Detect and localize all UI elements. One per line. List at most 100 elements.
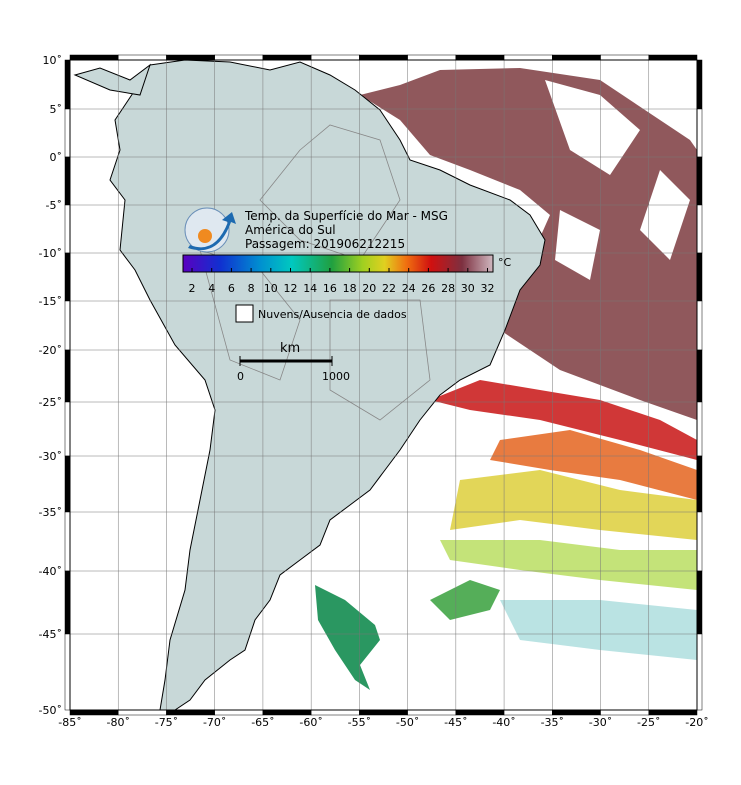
frame-segment xyxy=(696,59,703,110)
lon-label: -60˚ xyxy=(299,716,322,729)
frame-segment xyxy=(503,54,553,61)
frame-segment xyxy=(214,709,264,716)
sst-patches xyxy=(315,68,697,690)
pass: Passagem: 201906212215 xyxy=(245,237,405,251)
lon-label: -55˚ xyxy=(348,716,371,729)
lat-label: -15˚ xyxy=(39,295,62,308)
frame-segment xyxy=(69,54,119,61)
frame-segment xyxy=(600,709,650,716)
lon-label: -25˚ xyxy=(637,716,660,729)
colorbar-tick-label: 26 xyxy=(421,282,435,295)
sst-red xyxy=(430,380,697,460)
frame-segment xyxy=(64,570,71,635)
lat-label: -40˚ xyxy=(39,565,62,578)
frame-segment xyxy=(310,54,360,61)
frame-segment xyxy=(117,54,167,61)
frame-segment xyxy=(503,709,553,716)
legend-swatch xyxy=(235,304,254,323)
title: Temp. da Superfície do Mar - MSG xyxy=(244,209,448,223)
map-border xyxy=(69,59,698,711)
cloud-gap xyxy=(545,80,690,280)
colorbar xyxy=(182,254,494,273)
colorbar-tick-label: 30 xyxy=(461,282,475,295)
frame-segment xyxy=(64,633,71,711)
lon-label: -70˚ xyxy=(203,716,226,729)
lon-label: -20˚ xyxy=(685,716,708,729)
colorbar-ticks: 2 4 6 8 10 12 14 16 18 20 22 24 26 28 30 32 xyxy=(189,268,495,295)
lon-label: -30˚ xyxy=(589,716,612,729)
lat-label: -45˚ xyxy=(39,628,62,641)
frame-segment xyxy=(552,54,601,61)
lat-label: 5˚ xyxy=(50,103,63,116)
colorbar-tick-label: 22 xyxy=(382,282,396,295)
frame-segment xyxy=(600,54,650,61)
sst-orange xyxy=(490,430,697,500)
scalebar: km 0 1000 xyxy=(237,341,350,383)
colorbar-unit: °C xyxy=(498,256,512,269)
frame-segment xyxy=(696,252,703,302)
colorbar-tick-label: 24 xyxy=(402,282,416,295)
frame-segment xyxy=(696,300,703,351)
sst-green xyxy=(315,585,380,690)
lat-label: -5˚ xyxy=(46,199,62,212)
colorbar-tick-label: 28 xyxy=(441,282,455,295)
frame-segment xyxy=(696,108,703,158)
scalebar-end-label: 1000 xyxy=(322,370,350,383)
frame-segment xyxy=(166,54,215,61)
colorbar-tick-label: 12 xyxy=(284,282,298,295)
sst-cyan xyxy=(500,600,697,660)
frame-segment xyxy=(696,511,703,572)
colorbar-tick-label: 16 xyxy=(323,282,337,295)
frame-segment xyxy=(552,709,601,716)
scalebar-start: 0 xyxy=(237,370,244,383)
axis-labels: -85˚ -80˚ -75˚ -70˚ -65˚ -60˚ -55˚ -50˚ -45˚ -40˚… xyxy=(39,54,709,729)
lon-label: -80˚ xyxy=(106,716,129,729)
lat-label: 10˚ xyxy=(43,54,63,67)
frame-segment xyxy=(455,709,505,716)
colorbar-tick-label: 14 xyxy=(303,282,317,295)
frame-segment xyxy=(407,54,457,61)
frame-segment xyxy=(69,709,119,716)
frame-segment xyxy=(64,401,71,457)
sst-green2 xyxy=(430,580,500,620)
frame-segment xyxy=(696,156,703,206)
frame xyxy=(64,54,703,716)
frame-segment xyxy=(407,709,457,716)
frame-segment xyxy=(696,633,703,711)
frame-segment xyxy=(696,455,703,513)
colorbar-tick-label: 8 xyxy=(248,282,255,295)
frame-segment xyxy=(64,455,71,513)
frame-segment xyxy=(648,54,698,61)
lat-label: -35˚ xyxy=(39,506,62,519)
frame-segment xyxy=(214,54,264,61)
frame-segment xyxy=(696,204,703,254)
colorbar-tick-label: 10 xyxy=(264,282,278,295)
frame-segment xyxy=(166,709,215,716)
frame-segment xyxy=(64,349,71,403)
logo-arrow xyxy=(188,212,236,251)
lon-label: -40˚ xyxy=(492,716,515,729)
frame-segment xyxy=(696,349,703,403)
colorbar-tick-label: 20 xyxy=(362,282,376,295)
frame-segment xyxy=(64,156,71,206)
frame-segment xyxy=(262,54,312,61)
frame-segment xyxy=(696,401,703,457)
frame-segment xyxy=(64,108,71,158)
lon-label: -65˚ xyxy=(251,716,274,729)
lon-label: -35˚ xyxy=(541,716,564,729)
lon-label: -45˚ xyxy=(444,716,467,729)
colorbar-tick-label: 2 xyxy=(189,282,196,295)
lon-label: -75˚ xyxy=(155,716,178,729)
colorbar-tick-label: 6 xyxy=(228,282,235,295)
frame-segment xyxy=(359,709,408,716)
sst-yellow xyxy=(450,470,697,540)
frame-segment xyxy=(64,252,71,302)
frame-segment xyxy=(64,59,71,110)
frame-segment xyxy=(310,709,360,716)
frame-segment xyxy=(64,204,71,254)
frame-segment xyxy=(64,300,71,351)
colorbar-tick-label: 18 xyxy=(343,282,357,295)
lat-label: -50˚ xyxy=(39,704,62,717)
frame-segment xyxy=(359,54,408,61)
